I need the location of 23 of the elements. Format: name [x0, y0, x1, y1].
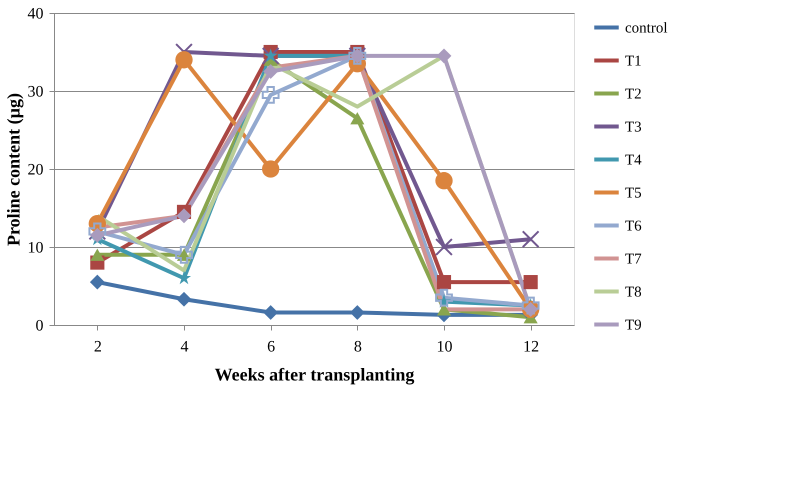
- legend-label: T2: [625, 86, 642, 102]
- x-tick-label: 12: [523, 338, 540, 356]
- legend-label: T3: [625, 120, 642, 136]
- legend-label: T1: [625, 54, 642, 70]
- x-tick-label: 8: [354, 338, 362, 356]
- y-tick-label: 20: [28, 162, 44, 178]
- legend-label: T7: [625, 252, 642, 268]
- legend-label: T6: [625, 218, 642, 234]
- y-tick-label: 40: [28, 6, 44, 22]
- legend-label: T5: [625, 186, 642, 202]
- x-axis-title: Weeks after transplanting: [214, 364, 414, 384]
- y-axis-title: Proline content (µg): [4, 92, 24, 246]
- legend-label: control: [625, 20, 668, 36]
- legend-label: T8: [625, 284, 642, 300]
- legend-label: T4: [625, 152, 642, 168]
- x-tick-label: 6: [267, 338, 276, 356]
- x-tick-label: 4: [180, 338, 188, 356]
- y-tick-label: 0: [36, 318, 44, 334]
- y-tick-label: 30: [28, 84, 44, 100]
- y-tick-label: 10: [28, 240, 44, 256]
- x-tick-label: 10: [436, 338, 452, 356]
- x-tick-label: 2: [94, 338, 102, 356]
- legend-label: T9: [625, 318, 642, 334]
